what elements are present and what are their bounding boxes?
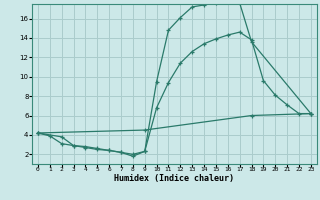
X-axis label: Humidex (Indice chaleur): Humidex (Indice chaleur) bbox=[115, 174, 234, 183]
